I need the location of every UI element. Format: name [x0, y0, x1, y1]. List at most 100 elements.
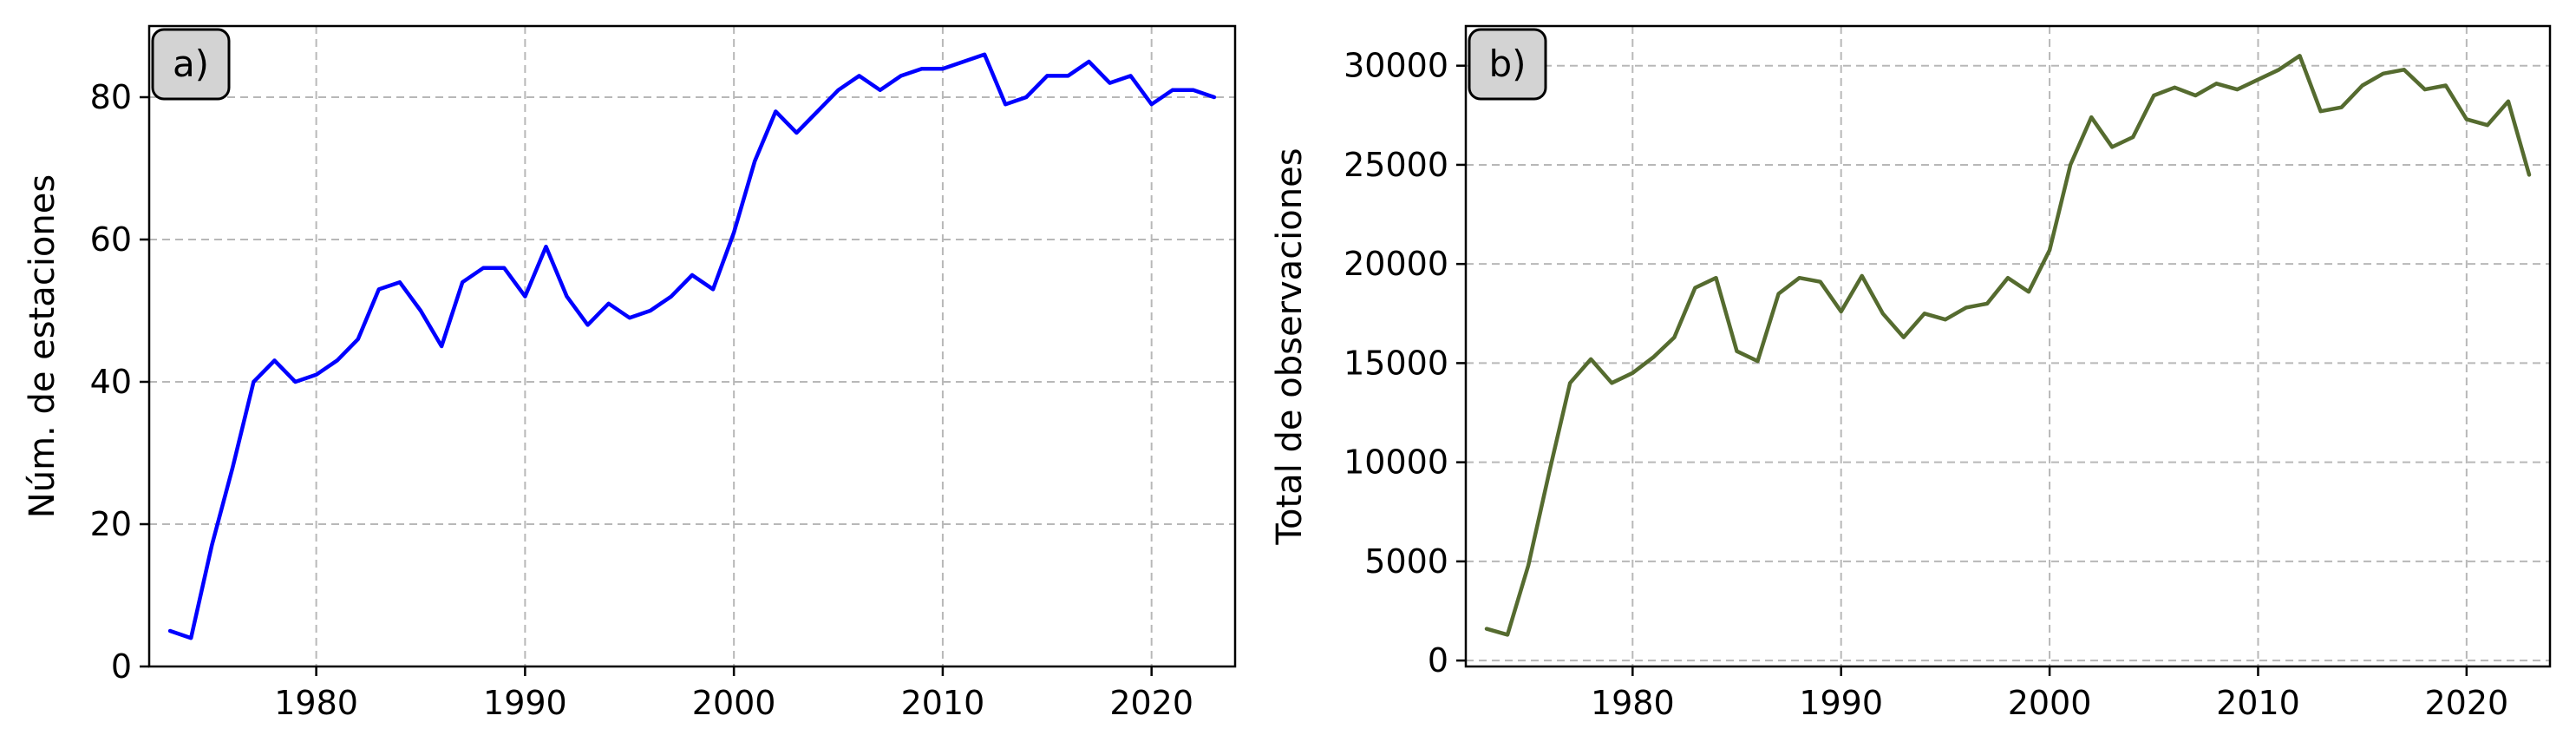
data-point: [836, 89, 840, 92]
data-point: [1965, 305, 1968, 309]
data-point: [1714, 276, 1717, 279]
data-point: [794, 131, 798, 135]
data-point: [168, 629, 172, 633]
data-point: [2110, 145, 2114, 148]
data-point: [1024, 95, 1028, 99]
x-tick-label: 2000: [692, 684, 776, 722]
panel-b: 1980 1990 2000 2010 2020 0 5000 10000 15000 20000…: [1270, 24, 2552, 722]
data-point: [983, 53, 986, 56]
data-point: [210, 543, 213, 547]
data-point: [690, 273, 694, 277]
panel-a: 1980 1990 2000 2010 2020 0 20 40 60 80 Núm. de est…: [23, 24, 1237, 722]
data-point: [1735, 350, 1738, 353]
data-point: [1108, 81, 1111, 84]
panel-label: b): [1488, 43, 1526, 85]
data-point: [461, 280, 464, 284]
data-point: [231, 465, 234, 469]
data-point: [1192, 89, 1195, 92]
data-point: [815, 109, 819, 113]
data-point: [1902, 336, 1906, 339]
data-point: [2486, 123, 2489, 127]
data-point: [1693, 286, 1697, 289]
data-point: [899, 74, 903, 77]
data-point: [1631, 371, 1634, 375]
y-tick-label: 0: [1428, 641, 1448, 680]
data-point: [189, 636, 193, 640]
data-point: [2381, 72, 2384, 76]
x-tick-label: 1980: [1591, 684, 1675, 722]
y-tick-label: 20000: [1344, 245, 1448, 283]
data-point: [857, 74, 860, 77]
data-point: [565, 294, 568, 298]
data-point: [1128, 74, 1132, 77]
data-point: [252, 380, 255, 384]
series-line: [167, 52, 1217, 640]
data-point: [1149, 102, 1153, 106]
panel-label: a): [173, 43, 209, 85]
x-tick-label: 2020: [2424, 684, 2508, 722]
data-point: [1045, 74, 1049, 77]
data-point: [419, 309, 422, 312]
x-tick-label: 2000: [2008, 684, 2092, 722]
data-point: [2339, 105, 2343, 108]
y-tick-label: 20: [90, 505, 132, 543]
y-tick-label: 80: [90, 78, 132, 116]
data-point: [1066, 74, 1069, 77]
data-point: [1213, 95, 1216, 99]
data-point: [1568, 381, 1572, 384]
y-axis-label: Total de observaciones: [1270, 148, 1310, 545]
x-tick-label: 1990: [1799, 684, 1883, 722]
data-point: [1839, 310, 1842, 313]
data-point: [2235, 88, 2239, 91]
series-line: [1484, 54, 2532, 637]
data-point: [523, 294, 526, 298]
data-point: [1506, 633, 1509, 636]
data-point: [1547, 470, 1551, 474]
data-point: [481, 266, 485, 270]
data-point: [1171, 89, 1174, 92]
panel-label-box: [1468, 28, 1547, 101]
data-point: [1589, 358, 1592, 361]
data-point: [2131, 135, 2135, 139]
data-point: [628, 316, 631, 319]
plot-frame: [147, 24, 1237, 668]
data-point: [2444, 83, 2448, 87]
y-axis-label: Núm. de estaciones: [23, 174, 62, 518]
data-point: [2048, 248, 2051, 252]
plot-frame: [1464, 24, 2552, 668]
data-point: [878, 89, 881, 92]
data-point: [2527, 173, 2531, 176]
data-point: [1087, 60, 1090, 63]
data-point: [941, 67, 945, 70]
x-tick-label: 1980: [274, 684, 358, 722]
data-point: [670, 294, 673, 298]
data-point: [377, 287, 381, 291]
data-point: [335, 358, 338, 362]
data-point: [356, 338, 360, 341]
data-point: [1860, 274, 1864, 278]
data-point: [314, 373, 317, 377]
data-point: [2507, 100, 2510, 103]
data-point: [2423, 88, 2427, 91]
data-point: [544, 245, 547, 248]
data-point: [753, 160, 756, 163]
data-point: [2006, 276, 2010, 279]
data-point: [1004, 102, 1007, 106]
data-point: [2298, 54, 2301, 57]
data-point: [1776, 292, 1780, 295]
data-point: [1797, 276, 1801, 279]
data-point: [2277, 68, 2280, 71]
x-tick-label: 2020: [1109, 684, 1193, 722]
data-point: [2256, 77, 2259, 81]
y-tick-label: 30000: [1344, 47, 1448, 85]
data-point: [1672, 336, 1676, 339]
data-point: [2194, 94, 2197, 97]
data-point: [2173, 86, 2176, 89]
data-point: [1527, 563, 1530, 567]
data-point: [774, 109, 777, 113]
panel-label-box: [151, 28, 231, 101]
data-point: [272, 358, 276, 362]
data-point: [2069, 163, 2072, 167]
data-point: [585, 323, 589, 326]
y-tick-label: 10000: [1344, 443, 1448, 482]
